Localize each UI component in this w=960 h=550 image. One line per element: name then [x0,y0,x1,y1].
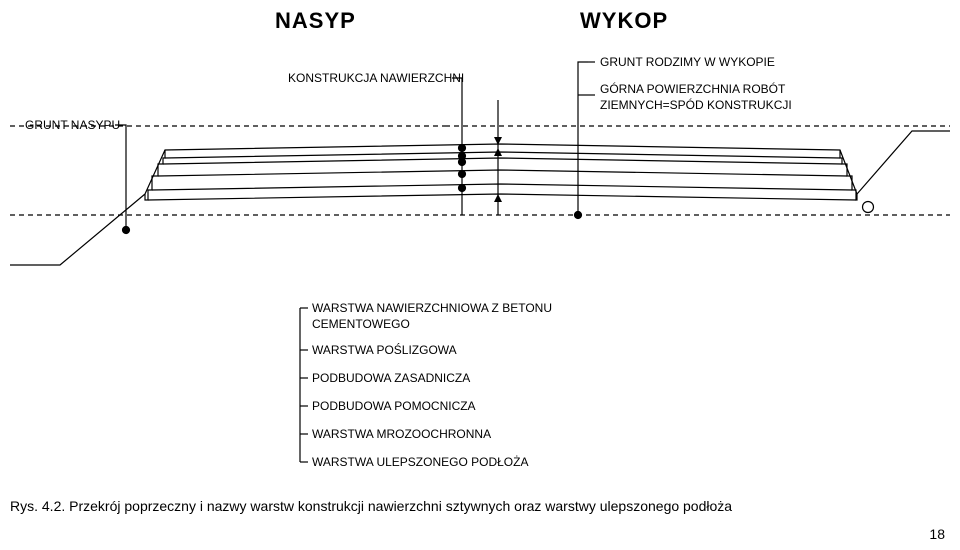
cross-section-diagram [0,0,960,550]
